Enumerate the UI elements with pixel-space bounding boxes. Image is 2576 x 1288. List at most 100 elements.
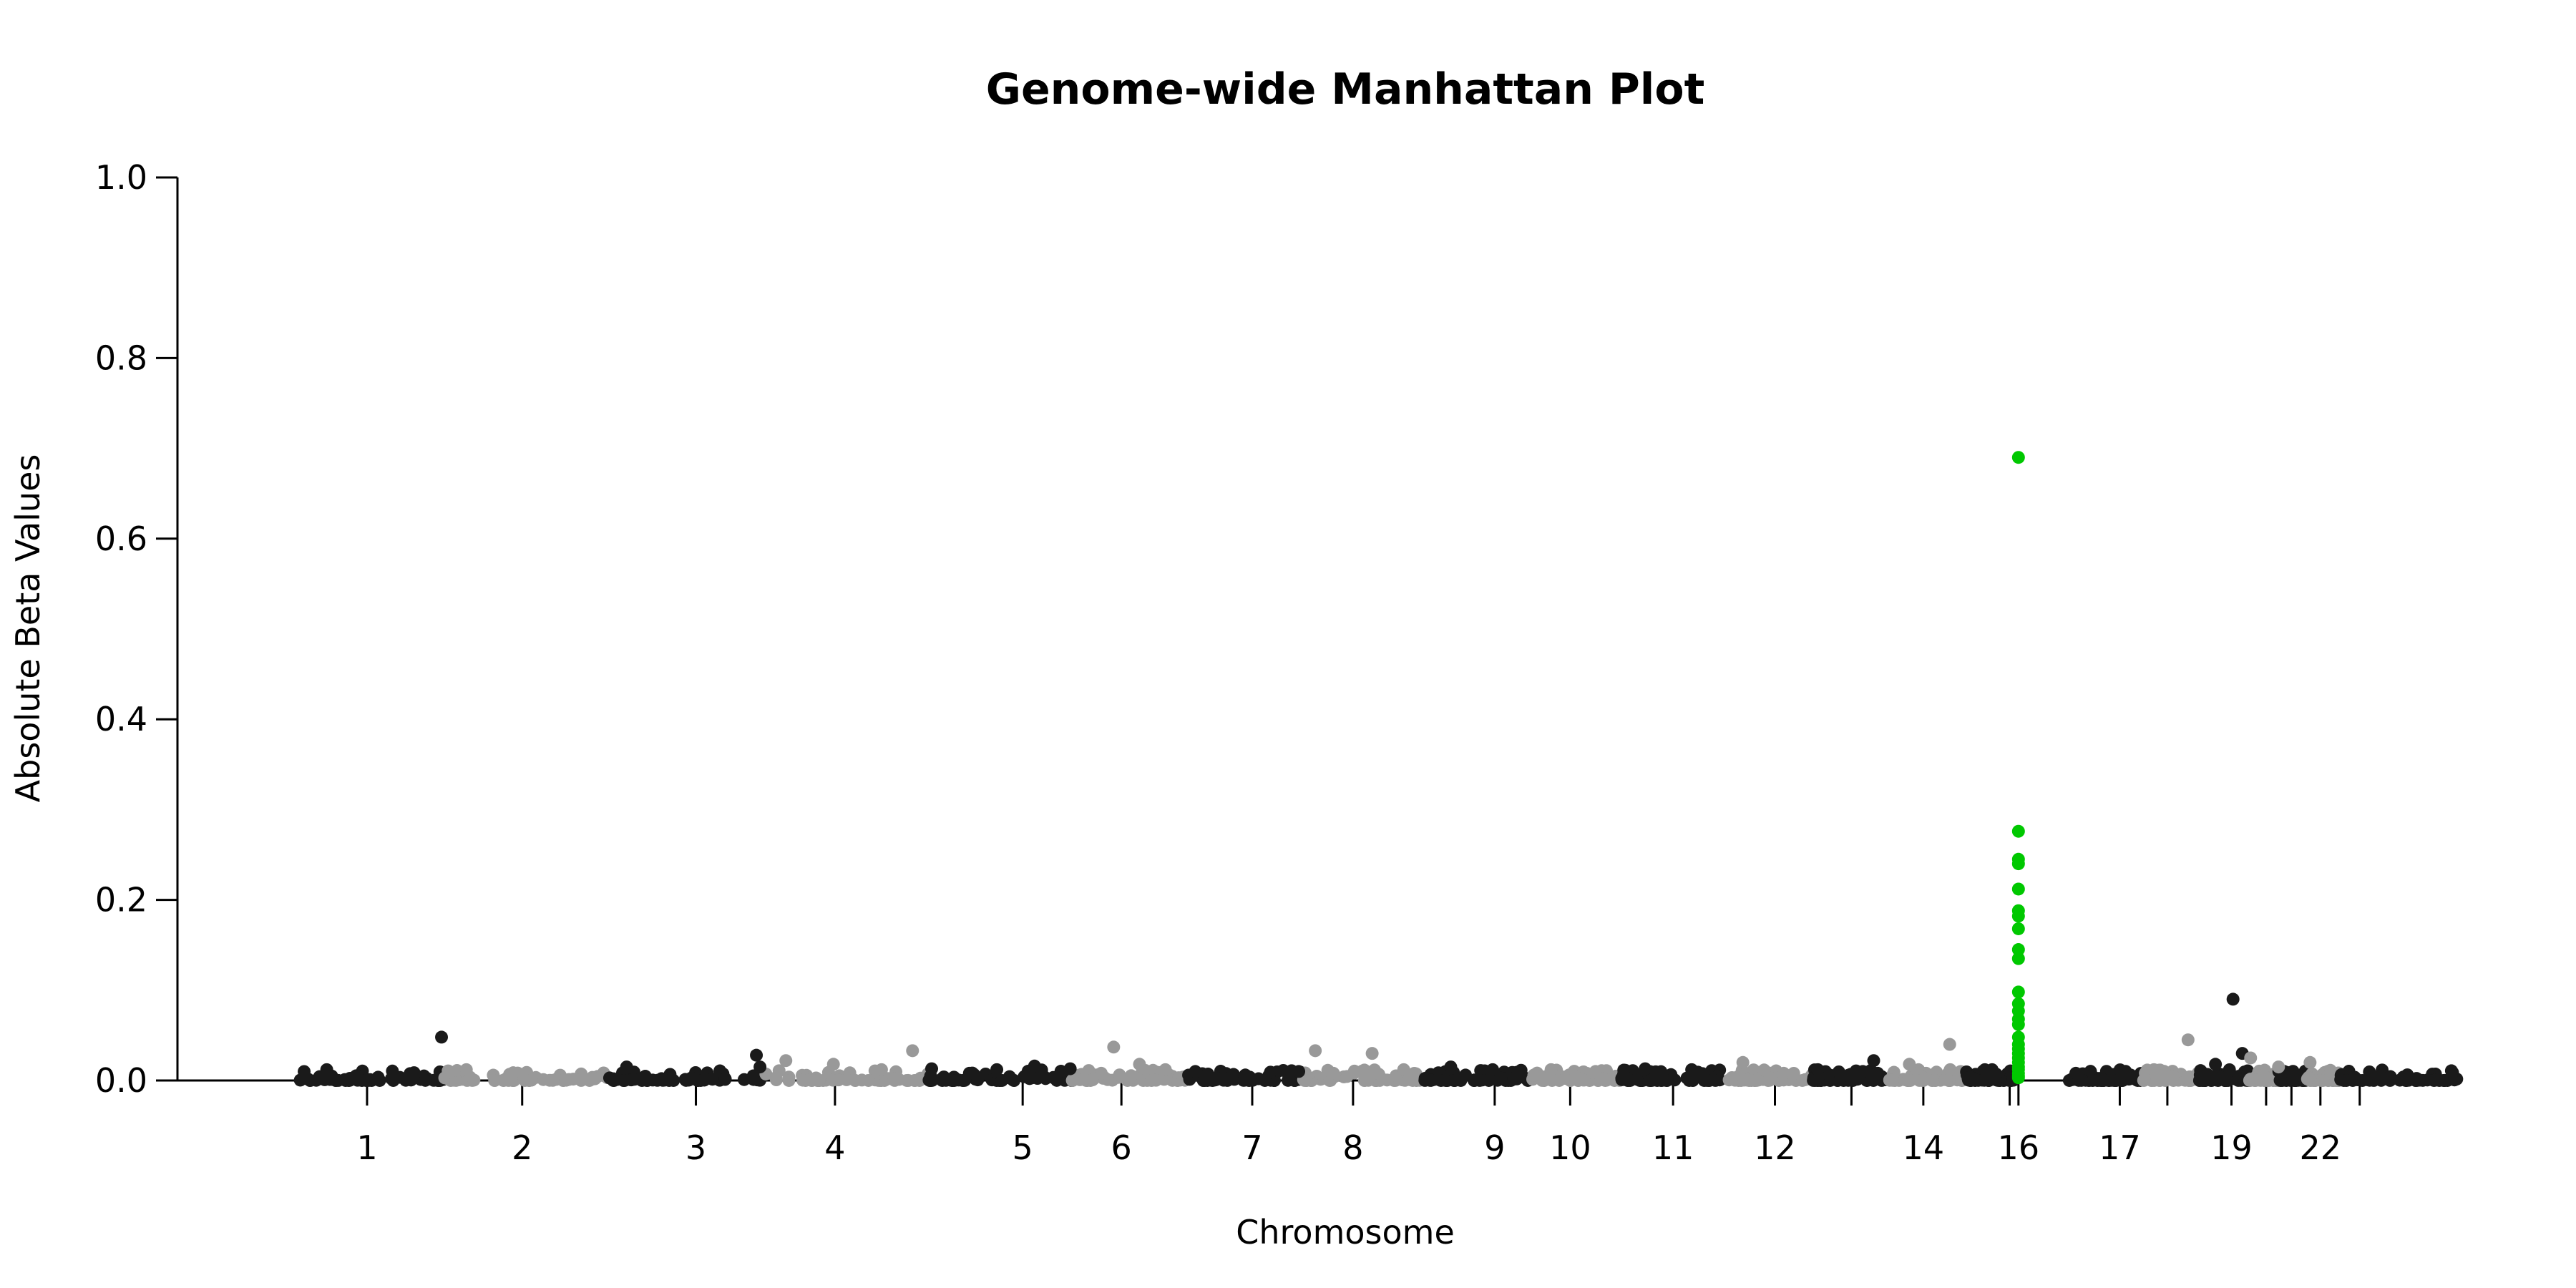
data-point bbox=[1095, 1066, 1108, 1080]
data-point bbox=[1485, 1063, 1499, 1076]
x-tick-label: 9 bbox=[1484, 1128, 1505, 1167]
data-point bbox=[2446, 1065, 2459, 1079]
data-point bbox=[1327, 1066, 1340, 1080]
data-point bbox=[718, 1072, 732, 1085]
x-tick-label: 10 bbox=[1549, 1128, 1591, 1167]
data-point bbox=[1124, 1069, 1138, 1083]
data-point bbox=[962, 1066, 976, 1080]
data-point bbox=[913, 1073, 927, 1087]
data-point bbox=[1219, 1072, 1232, 1085]
data-point bbox=[1038, 1070, 1051, 1083]
data-point bbox=[293, 1073, 307, 1087]
data-point bbox=[1189, 1065, 1202, 1078]
data-point bbox=[995, 1073, 1009, 1087]
data-point bbox=[945, 1073, 959, 1087]
data-point bbox=[706, 1073, 719, 1086]
data-point bbox=[507, 1066, 520, 1080]
x-tick-label: 4 bbox=[824, 1128, 845, 1167]
data-point bbox=[329, 1073, 343, 1087]
data-point bbox=[2302, 1071, 2316, 1085]
data-point bbox=[393, 1070, 406, 1084]
data-point bbox=[1777, 1066, 1790, 1080]
data-point bbox=[1686, 1073, 1699, 1086]
data-point bbox=[2244, 1051, 2258, 1065]
data-point bbox=[1943, 1038, 1956, 1051]
data-point bbox=[1007, 1073, 1020, 1087]
highlight-point bbox=[2011, 857, 2025, 871]
data-point bbox=[1448, 1073, 1462, 1087]
data-point bbox=[467, 1073, 481, 1087]
data-point bbox=[2116, 1073, 2129, 1087]
data-point bbox=[1563, 1073, 1577, 1087]
data-point bbox=[2303, 1055, 2317, 1069]
highlight-point bbox=[2011, 922, 2025, 935]
x-tick-label: 5 bbox=[1013, 1128, 1033, 1167]
data-point bbox=[772, 1064, 786, 1078]
data-point bbox=[2069, 1066, 2083, 1080]
data-point bbox=[1725, 1070, 1739, 1084]
x-tick-label: 17 bbox=[2099, 1128, 2141, 1167]
x-tick-label: 16 bbox=[1998, 1128, 2040, 1167]
data-point bbox=[459, 1063, 473, 1076]
data-point bbox=[1943, 1063, 1957, 1076]
data-point bbox=[1963, 1070, 1977, 1084]
y-ticks: 0.0 0.2 0.4 0.6 0.8 1.0 bbox=[95, 158, 177, 1100]
data-point bbox=[1357, 1074, 1371, 1087]
y-tick-label: 1.0 bbox=[95, 158, 147, 197]
data-point bbox=[1807, 1073, 1820, 1087]
data-point bbox=[831, 1073, 845, 1087]
x-tick-label: 8 bbox=[1342, 1128, 1363, 1167]
x-tick-label: 1 bbox=[356, 1128, 377, 1167]
data-point bbox=[522, 1073, 536, 1087]
data-point bbox=[2226, 992, 2240, 1006]
data-point bbox=[2209, 1058, 2223, 1071]
data-point bbox=[753, 1060, 767, 1074]
data-point bbox=[2248, 1073, 2262, 1087]
data-point bbox=[618, 1073, 631, 1087]
data-point bbox=[1113, 1068, 1126, 1082]
data-point bbox=[1795, 1073, 1809, 1087]
data-point bbox=[1765, 1071, 1778, 1085]
data-point bbox=[1107, 1040, 1121, 1054]
data-point bbox=[1473, 1073, 1486, 1087]
data-point bbox=[1639, 1062, 1652, 1075]
data-point bbox=[359, 1073, 373, 1087]
data-point bbox=[2366, 1070, 2380, 1083]
data-point bbox=[2147, 1063, 2161, 1076]
chart-title: Genome-wide Manhattan Plot bbox=[986, 64, 1705, 114]
data-point bbox=[546, 1073, 560, 1087]
data-point bbox=[1380, 1073, 1394, 1087]
data-point bbox=[1736, 1055, 1750, 1069]
highlight-point bbox=[2011, 909, 2025, 923]
data-point bbox=[874, 1063, 888, 1076]
data-point bbox=[1133, 1058, 1146, 1071]
data-point bbox=[2181, 1033, 2195, 1047]
highlight-point bbox=[2011, 1071, 2025, 1085]
y-tick-label: 0.4 bbox=[95, 700, 147, 738]
data-point bbox=[2220, 1073, 2233, 1086]
data-point bbox=[2413, 1073, 2426, 1087]
data-point bbox=[796, 1073, 809, 1087]
data-point bbox=[419, 1073, 432, 1087]
data-point bbox=[1903, 1058, 1916, 1071]
data-point bbox=[1365, 1047, 1379, 1060]
data-point bbox=[1589, 1065, 1602, 1078]
data-point bbox=[560, 1073, 573, 1087]
data-point bbox=[2285, 1067, 2299, 1080]
data-point bbox=[1886, 1073, 1900, 1087]
data-point bbox=[2384, 1070, 2397, 1083]
x-tick-label: 11 bbox=[1652, 1128, 1694, 1167]
data-point bbox=[1474, 1064, 1488, 1078]
data-point bbox=[2091, 1073, 2104, 1087]
y-tick-label: 0.2 bbox=[95, 881, 147, 919]
data-point bbox=[1444, 1060, 1458, 1074]
data-point bbox=[320, 1063, 333, 1076]
data-point bbox=[2198, 1070, 2212, 1083]
data-point bbox=[620, 1060, 633, 1074]
x-tick-label: 2 bbox=[512, 1128, 532, 1167]
data-point bbox=[1713, 1073, 1727, 1087]
data-point bbox=[2402, 1073, 2416, 1087]
data-point bbox=[2113, 1063, 2127, 1077]
data-point bbox=[1158, 1063, 1172, 1076]
data-point bbox=[811, 1073, 824, 1087]
